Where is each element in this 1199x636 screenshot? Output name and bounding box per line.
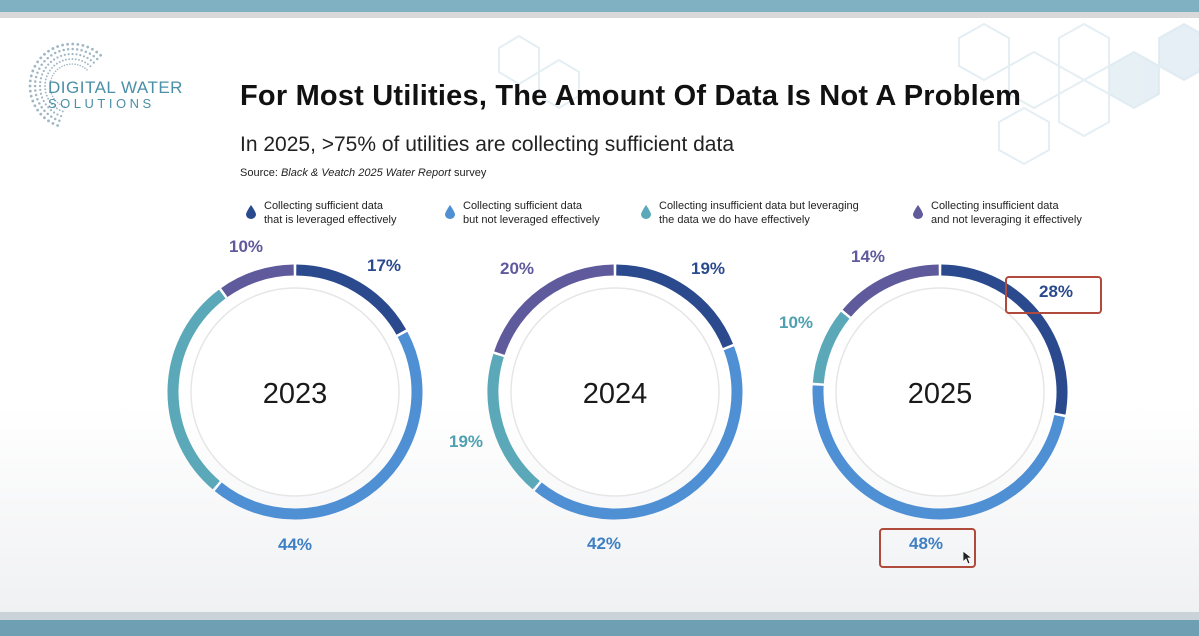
logo-text-digital-water: DIGITAL WATER (48, 78, 183, 97)
source-suffix: survey (450, 167, 487, 179)
top-accent-bar (0, 0, 1199, 12)
donut-2024-label-1: 19% (691, 259, 725, 278)
donut-2025-segment-1 (941, 264, 1068, 415)
mouse-cursor-icon (963, 551, 973, 565)
donut-2024-segment-4 (494, 264, 614, 355)
slide-title: For Most Utilities, The Amount Of Data I… (240, 80, 1022, 112)
legend-label-line2: that is leveraged effectively (264, 214, 397, 226)
donut-2024-year-label: 2024 (583, 378, 648, 410)
logo-text-solutions: SOLUTIONS (48, 96, 155, 111)
donut-2023-segment-3 (167, 289, 226, 490)
digital-water-logo-icon (28, 42, 103, 127)
legend-item-insufficient-not-leveraged: Collecting insufficient data and not lev… (913, 199, 1082, 227)
highlight-box-28 (1005, 276, 1102, 314)
legend-drop-icon (913, 205, 923, 219)
legend-drop-shape (246, 205, 256, 219)
donut-2025-year-label: 2025 (908, 378, 973, 410)
source-note: Source: Black & Veatch 2025 Water Report… (240, 167, 486, 179)
donut-2025-segment-2 (812, 385, 1065, 520)
donut-2024-segment-3 (487, 353, 540, 490)
top-accent-bar-secondary (0, 12, 1199, 18)
legend-drop-icon (641, 205, 651, 219)
donut-inner-ring (510, 287, 720, 497)
donut-inner-ring (835, 287, 1045, 497)
legend-label-line2: the data we do have effectively (659, 214, 810, 226)
bottom-accent-bar-secondary (0, 612, 1199, 620)
donut-2023-label-1: 17% (367, 256, 401, 275)
legend-drop-shape (641, 205, 651, 219)
legend-label-line1: Collecting sufficient data (264, 200, 384, 212)
donut-2023-year-label: 2023 (263, 378, 328, 410)
source-name: Black & Veatch 2025 Water Report (280, 167, 451, 179)
bottom-accent-bar (0, 620, 1199, 636)
legend-item-insufficient-leveraged: Collecting insufficient data but leverag… (641, 199, 859, 227)
donut-2024-label-4: 20% (500, 259, 534, 278)
source-prefix: Source: (240, 167, 281, 179)
legend-label-line1: Collecting insufficient data (931, 200, 1059, 212)
donut-2024-label-2: 42% (587, 534, 621, 553)
legend-drop-shape (445, 205, 455, 219)
legend-drop-icon (246, 205, 256, 219)
donut-2025-label-3: 10% (779, 313, 813, 332)
donut-2023-label-4: 10% (229, 237, 263, 256)
donut-2023-label-2: 44% (278, 535, 312, 554)
donut-2025-label-1: 28% (1039, 282, 1073, 301)
donut-2023-segment-1 (296, 264, 407, 335)
donut-2024-label-3: 19% (449, 432, 483, 451)
donut-2025-segment-3 (812, 311, 850, 384)
hexagon-pattern-decoration (498, 22, 1199, 166)
legend-label-line2: and not leveraging it effectively (931, 214, 1082, 226)
legend-drop-icon (445, 205, 455, 219)
legend-drop-shape (913, 205, 923, 219)
highlight-box-48 (879, 528, 976, 568)
legend-label-line1: Collecting insufficient data but leverag… (659, 200, 859, 212)
donut-2025-segment-4 (842, 264, 939, 317)
donut-2023-segment-4 (221, 264, 294, 298)
donut-2024-segment-1 (616, 264, 734, 349)
legend-item-sufficient-not-leveraged: Collecting sufficient data but not lever… (445, 199, 600, 227)
legend-label-line1: Collecting sufficient data (463, 200, 583, 212)
donut-2025-label-4: 14% (851, 247, 885, 266)
donut-2024-segment-2 (534, 346, 743, 520)
legend-item-sufficient-leveraged: Collecting sufficient data that is lever… (246, 199, 397, 227)
donut-2025-label-2: 48% (909, 534, 943, 553)
donut-2023-segment-2 (214, 331, 423, 520)
donut-inner-ring (190, 287, 400, 497)
slide-subtitle: In 2025, >75% of utilities are collectin… (240, 133, 735, 156)
legend-label-line2: but not leveraged effectively (463, 214, 600, 226)
